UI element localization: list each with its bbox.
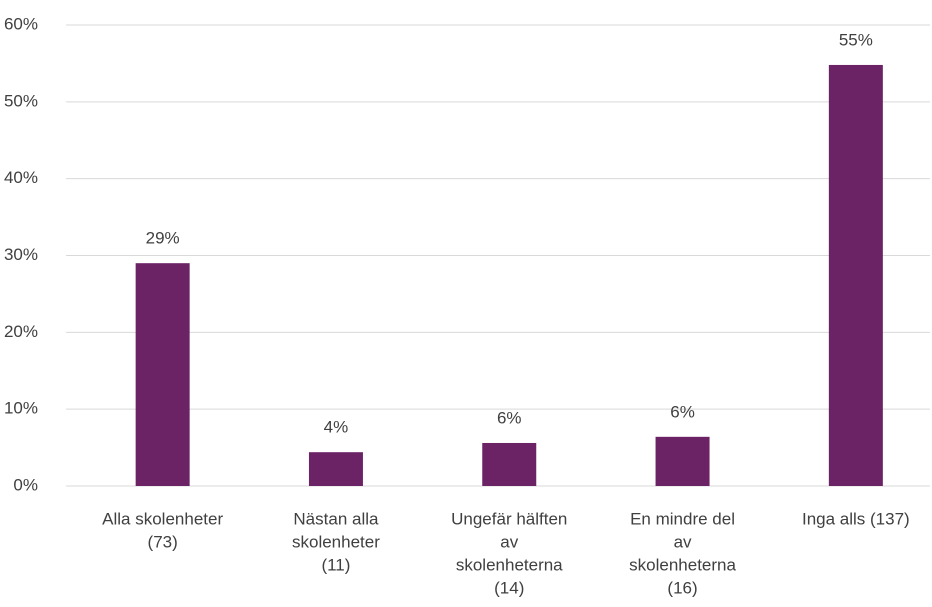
y-tick-label: 10% bbox=[4, 399, 38, 418]
x-tick-label: skolenheter bbox=[292, 532, 380, 551]
y-tick-label: 50% bbox=[4, 91, 38, 110]
data-label: 6% bbox=[670, 402, 695, 421]
x-tick-label: En mindre del bbox=[630, 509, 735, 528]
x-tick-label: (16) bbox=[667, 578, 697, 597]
bar bbox=[828, 64, 883, 486]
x-tick-label: Inga alls (137) bbox=[802, 509, 910, 528]
bar bbox=[655, 436, 710, 486]
bar bbox=[482, 442, 537, 486]
data-label: 6% bbox=[497, 408, 522, 427]
y-tick-label: 30% bbox=[4, 245, 38, 264]
x-tick-label: Nästan alla bbox=[293, 509, 379, 528]
x-tick-label: skolenheterna bbox=[629, 555, 736, 574]
y-tick-label: 20% bbox=[4, 322, 38, 341]
y-tick-label: 60% bbox=[4, 14, 38, 33]
y-tick-label: 40% bbox=[4, 168, 38, 187]
x-tick-label: (11) bbox=[321, 555, 350, 574]
x-tick-label: Alla skolenheter bbox=[102, 509, 223, 528]
data-label: 29% bbox=[146, 229, 180, 248]
x-tick-label: (73) bbox=[148, 532, 178, 551]
y-tick-label: 0% bbox=[13, 475, 38, 494]
x-tick-label: av bbox=[500, 532, 518, 551]
x-tick-label: Ungefär hälften bbox=[451, 509, 567, 528]
x-tick-label: skolenheterna bbox=[456, 555, 563, 574]
data-label: 4% bbox=[324, 418, 349, 437]
data-label: 55% bbox=[839, 30, 873, 49]
x-tick-label: av bbox=[674, 532, 692, 551]
x-tick-label: (14) bbox=[494, 578, 524, 597]
bar bbox=[135, 263, 190, 486]
bar bbox=[308, 452, 363, 486]
